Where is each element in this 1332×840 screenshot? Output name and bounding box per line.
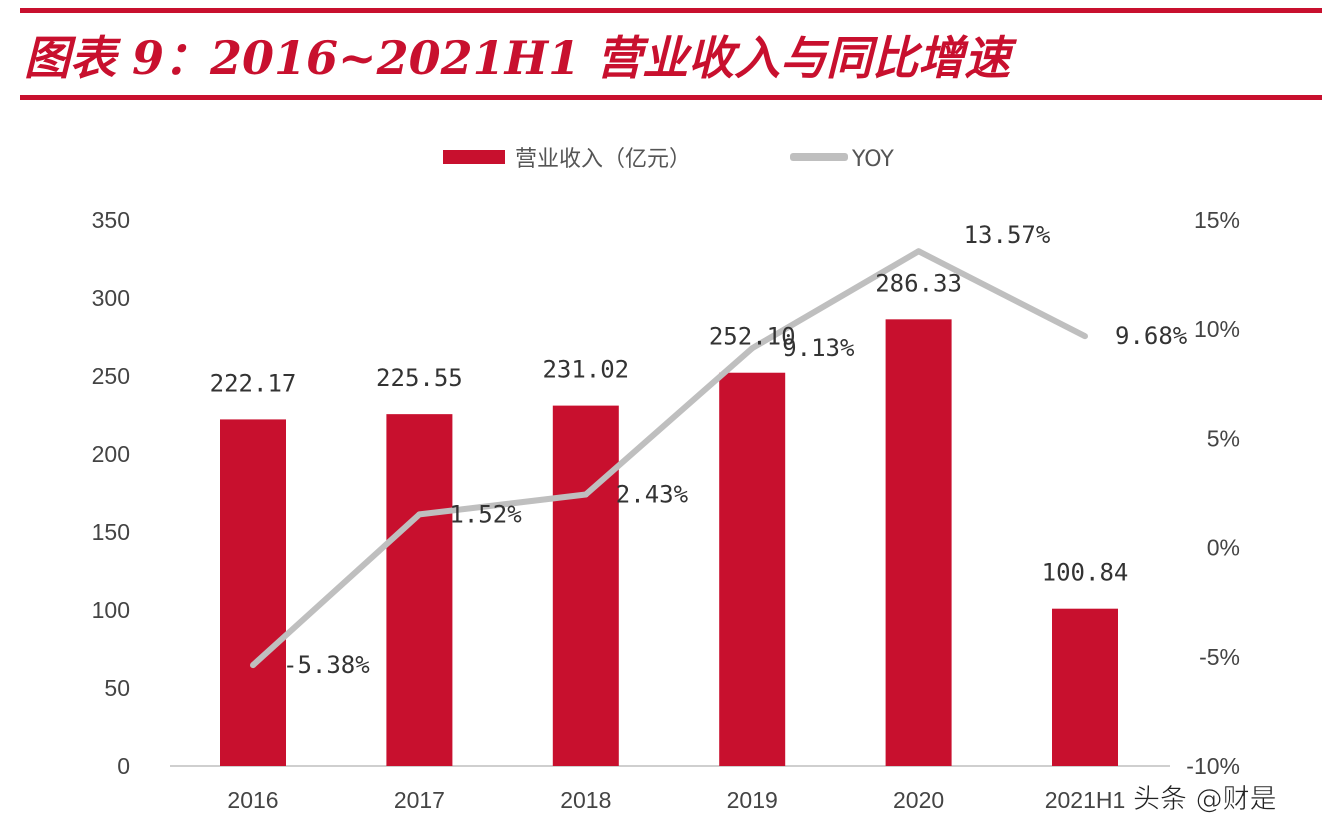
right-axis-tick-label: -10%: [1186, 753, 1240, 779]
legend-swatch-revenue: [443, 150, 505, 164]
bar-2018: [552, 405, 619, 766]
yoy-point-2019: [749, 345, 756, 352]
x-axis-tick-label: 2020: [893, 787, 944, 813]
title-top-rule: [20, 8, 1322, 13]
bar-2019: [719, 372, 786, 766]
bar-2017: [386, 414, 453, 766]
left-axis-tick-label: 50: [104, 675, 130, 701]
x-axis-tick-label: 2021H1: [1045, 787, 1126, 813]
bar-data-label: 286.33: [875, 269, 962, 297]
legend-label-revenue: 营业收入（亿元）: [515, 147, 691, 172]
title-bottom-rule: [20, 95, 1322, 100]
right-axis-tick-label: 5%: [1207, 425, 1240, 451]
right-axis-tick-label: 0%: [1207, 535, 1240, 561]
yoy-data-label: 2.43%: [616, 481, 689, 509]
yoy-data-label: 9.13%: [782, 334, 855, 362]
yoy-data-label: 13.57%: [964, 221, 1051, 249]
bar-2020: [885, 319, 952, 766]
yoy-data-label: -5.38%: [283, 651, 370, 679]
right-axis-tick-label: 10%: [1194, 316, 1240, 342]
left-axis-tick-label: 200: [92, 441, 130, 467]
yoy-point-2017: [416, 511, 423, 518]
bar-data-label: 252.10: [709, 323, 796, 351]
yoy-data-label: 9.68%: [1115, 322, 1188, 350]
watermark: 头条 @财是: [1133, 784, 1277, 815]
x-axis-tick-label: 2019: [727, 787, 778, 813]
left-axis-tick-label: 250: [92, 363, 130, 389]
yoy-data-label: 1.52%: [449, 500, 522, 528]
left-axis-tick-label: 100: [92, 597, 130, 623]
x-axis-tick-label: 2018: [560, 787, 611, 813]
bar-data-label: 231.02: [542, 356, 629, 384]
left-axis-tick-label: 0: [117, 753, 130, 779]
bar-data-label: 222.17: [210, 369, 297, 397]
right-axis-tick-label: -5%: [1199, 644, 1240, 670]
legend-label-yoy: YOY: [851, 147, 894, 172]
right-axis-tick-label: 15%: [1194, 207, 1240, 233]
yoy-line: [250, 248, 1087, 668]
yoy-point-2016: [250, 662, 256, 669]
chart-title: 图表 9：2016~2021H1 营业收入与同比增速: [24, 31, 1011, 85]
bar-data-label: 100.84: [1042, 559, 1129, 587]
bar-data-label: 225.55: [376, 364, 463, 392]
left-axis-tick-label: 150: [92, 519, 130, 545]
x-axis-tick-label: 2016: [227, 787, 278, 813]
yoy-point-2021H1: [1082, 333, 1088, 340]
x-axis-tick-label: 2017: [394, 787, 445, 813]
yoy-point-2020: [915, 248, 922, 255]
left-axis-tick-label: 350: [92, 207, 130, 233]
legend-swatch-yoy: [790, 153, 848, 161]
bar-2021H1: [1052, 608, 1118, 766]
bar-2016: [220, 419, 286, 766]
yoy-point-2018: [582, 491, 589, 498]
left-axis-tick-label: 300: [92, 285, 130, 311]
